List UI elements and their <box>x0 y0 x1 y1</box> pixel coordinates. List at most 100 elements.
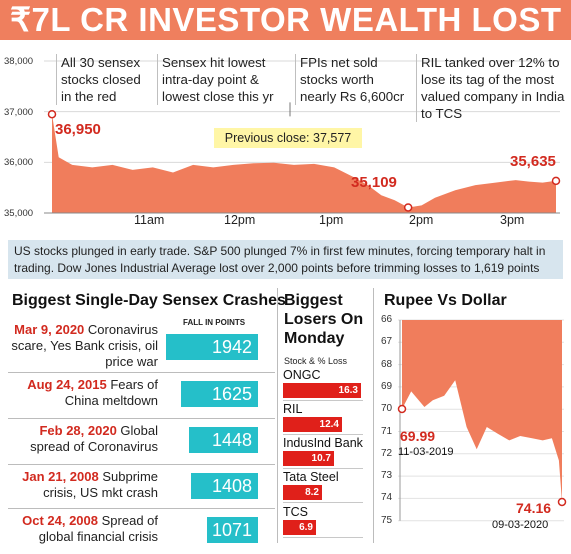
rupee-area <box>402 320 562 502</box>
loser-name: IndusInd Bank <box>283 436 363 450</box>
crash-reason: Spread of global financial crisis <box>38 513 158 544</box>
crash-date: Aug 24, 2015 <box>27 377 107 392</box>
loser-value: 12.4 <box>319 419 339 430</box>
crash-value: 1071 <box>211 520 252 540</box>
title-banner: ₹7L CR INVESTOR WEALTH LOST <box>0 0 571 40</box>
x-tick-label: 2pm <box>409 213 434 227</box>
sensex-intraday-chart <box>44 60 561 214</box>
divider <box>283 537 363 538</box>
loser-name: TCS <box>283 505 308 519</box>
rupee-end-value: 74.16 <box>516 500 552 516</box>
y-tick-label: 66 <box>381 314 393 325</box>
divider <box>283 502 363 503</box>
crash-description: Feb 28, 2020 Global spread of Coronaviru… <box>8 423 158 455</box>
loser-name: RIL <box>283 402 303 416</box>
crash-row: Feb 28, 2020 Global spread of Coronaviru… <box>8 418 275 464</box>
annotation-ril-tanked: RIL tanked over 12% to lose its tag of t… <box>416 54 568 122</box>
low-value-label: 35,109 <box>351 174 397 191</box>
x-tick-label: 1pm <box>319 213 344 227</box>
divider <box>283 434 363 435</box>
loser-bar: 6.9 <box>283 520 316 535</box>
rupee-start-date: 11-03-2019 <box>398 446 454 458</box>
loser-value: 8.2 <box>305 487 319 498</box>
callout-marker <box>403 203 413 212</box>
y-tick-label: 68 <box>381 358 393 370</box>
divider <box>277 288 278 543</box>
y-tick-label: 74 <box>381 492 393 504</box>
loser-bar: 8.2 <box>283 485 322 500</box>
callout-marker <box>397 404 407 414</box>
y-tick-label: 69 <box>381 380 393 392</box>
crash-row: Aug 24, 2015 Fears of China meltdown 1625 <box>8 372 275 418</box>
x-tick-label: 12pm <box>224 213 256 227</box>
fall-in-points-label: FALL IN POINTS <box>183 318 246 327</box>
crash-bar: 1071 <box>207 517 258 543</box>
crash-description: Aug 24, 2015 Fears of China meltdown <box>8 377 158 409</box>
crash-description: Mar 9, 2020 Coronavirus scare, Yes Bank … <box>8 322 158 370</box>
sensex-area <box>52 114 556 213</box>
open-value-label: 36,950 <box>55 121 101 138</box>
x-tick-label: 11am <box>134 213 165 227</box>
crash-value: 1408 <box>211 476 252 496</box>
crash-date: Feb 28, 2020 <box>39 423 117 438</box>
crash-bar: 1448 <box>189 427 258 453</box>
previous-close-label: Previous close: 37,577 <box>214 128 362 148</box>
crash-row: Jan 21, 2008 Subprime crisis, US mkt cra… <box>8 464 275 510</box>
callout-marker <box>551 176 561 186</box>
loser-value: 16.3 <box>338 385 358 396</box>
crash-value: 1625 <box>211 384 252 404</box>
loser-name: Tata Steel <box>283 470 339 484</box>
rupee-start-value: 69.99 <box>400 428 436 444</box>
crash-reason: Global spread of Coronavirus <box>30 423 158 454</box>
crash-bar: 1942 <box>166 334 258 360</box>
crash-value: 1448 <box>211 430 252 450</box>
losers-title: Biggest Losers On Monday <box>284 292 364 347</box>
y-tick-label: 37,000 <box>4 107 34 118</box>
loser-value: 6.9 <box>299 522 313 533</box>
loser-name: ONGC <box>283 368 321 382</box>
loser-bar: 12.4 <box>283 417 342 432</box>
y-tick-label: 70 <box>381 403 393 415</box>
crash-description: Jan 21, 2008 Subprime crisis, US mkt cra… <box>8 469 158 501</box>
crashes-title: Biggest Single-Day Sensex Crashes <box>12 292 286 309</box>
y-tick-label: 73 <box>381 470 393 482</box>
crash-value: 1942 <box>211 337 252 357</box>
divider <box>373 288 374 543</box>
crash-date: Jan 21, 2008 <box>22 469 99 484</box>
us-market-note: US stocks plunged in early trade. S&P 50… <box>8 240 563 279</box>
crash-date: Mar 9, 2020 <box>14 322 85 337</box>
rupee-end-date: 09-03-2020 <box>492 519 549 531</box>
divider <box>283 400 363 401</box>
close-value-label: 35,635 <box>510 153 556 170</box>
y-tick-label: 71 <box>381 425 393 437</box>
annotation-lowest-point: Sensex hit lowest intra-day point & lowe… <box>157 54 292 105</box>
loser-bar: 10.7 <box>283 451 334 466</box>
y-tick-label: 36,000 <box>4 157 34 168</box>
callout-marker <box>47 109 57 119</box>
losers-subtitle: Stock & % Loss <box>284 356 348 366</box>
y-tick-label: 72 <box>381 447 393 459</box>
rupee-title: Rupee Vs Dollar <box>384 292 507 309</box>
page-title: ₹7L CR INVESTOR WEALTH LOST <box>10 1 562 38</box>
y-tick-label: 38,000 <box>4 56 34 67</box>
y-tick-label: 75 <box>381 514 393 526</box>
y-tick-label: 67 <box>381 336 393 348</box>
divider <box>283 468 363 469</box>
callout-marker <box>557 497 567 507</box>
crash-bar: 1408 <box>191 473 258 499</box>
x-tick-label: 3pm <box>500 213 525 227</box>
annotation-fpi-sold: FPIs net sold stocks worth nearly Rs 6,6… <box>295 54 413 105</box>
crash-reason: Coronavirus scare, Yes Bank crisis, oil … <box>11 322 158 369</box>
crash-reason: Subprime crisis, US mkt crash <box>43 469 158 500</box>
crash-row: Oct 24, 2008 Spread of global financial … <box>8 508 275 554</box>
crash-bar: 1625 <box>181 381 258 407</box>
crash-description: Oct 24, 2008 Spread of global financial … <box>8 513 158 545</box>
y-tick-label: 35,000 <box>4 208 34 219</box>
crash-row: Mar 9, 2020 Coronavirus scare, Yes Bank … <box>8 318 275 369</box>
loser-bar: 16.3 <box>283 383 361 398</box>
crash-reason: Fears of China meltdown <box>64 377 158 408</box>
crash-date: Oct 24, 2008 <box>22 513 98 528</box>
loser-value: 10.7 <box>311 453 331 464</box>
